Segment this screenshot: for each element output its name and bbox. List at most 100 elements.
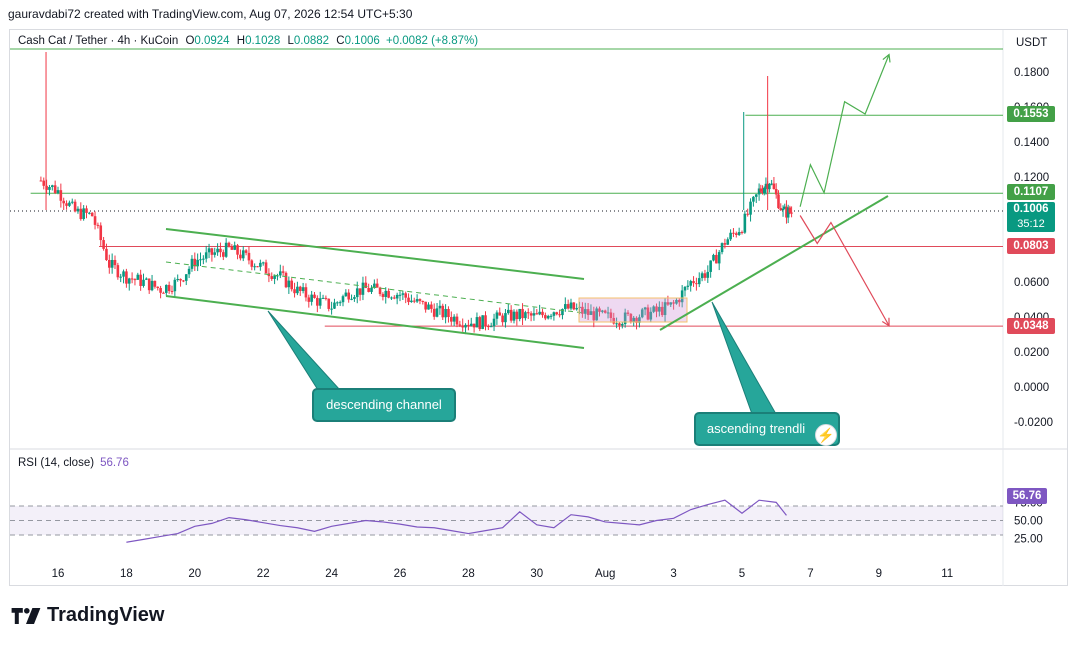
symbol-legend[interactable]: Cash Cat / Tether · 4h · KuCoin O0.0924 … [18,35,478,47]
price-tag-0348: 0.0348 [1007,318,1055,334]
candle-body [764,183,768,188]
descending-channel-callout[interactable]: descending channel [312,388,456,422]
candle-body [583,309,587,314]
candle-body [774,188,778,195]
candle-body [432,308,436,317]
candle-body [301,287,305,292]
rsi-label: RSI (14, close) [18,457,95,469]
candle-body [515,311,519,320]
candle-body [678,299,681,303]
candle-body [487,326,490,328]
candle-body [715,254,718,264]
candle-body [532,313,536,316]
candle-body [125,271,128,284]
tradingview-logo-icon [11,607,41,624]
candle-body [629,313,633,323]
candle-body [105,248,108,261]
candle-body [759,188,763,192]
x-tick-label: 9 [876,568,882,580]
bearish-projection-arrowhead [881,317,890,327]
candle-body [720,243,724,253]
candle-body [73,201,77,212]
currency-label[interactable]: USDT [1016,37,1048,49]
candle-body [261,262,265,264]
close-label: C [336,35,345,47]
bar-countdown: 35:12 [1017,218,1045,230]
candle-body [108,260,111,268]
candle-body [264,262,268,274]
price-tag-1107: 0.1107 [1007,184,1055,200]
candle-body [441,305,445,318]
candle-body [586,309,590,315]
candle-body [321,297,325,299]
candle-body [156,286,160,288]
candle-body [779,208,783,211]
candle-body [484,315,487,327]
y-tick-label: 0.1200 [1014,172,1049,184]
candle-body [626,312,630,314]
candle-body [119,276,122,278]
candle-body [717,252,721,264]
candle-body [772,183,776,189]
candle-body [450,317,453,322]
candle-body [82,208,85,220]
candle-body [310,294,313,302]
candle-body [316,297,319,306]
candle-body [390,297,393,299]
candle-body [683,286,687,291]
candle-body [330,308,333,310]
candle-body [204,252,208,259]
high-value: 0.1028 [245,35,281,47]
candle-body [279,271,282,276]
candle-body [757,188,761,195]
candle-body [361,282,365,295]
candle-body [726,239,730,245]
rsi-legend[interactable]: RSI (14, close) 56.76 [18,457,129,469]
candle-body [207,248,211,253]
candle-body [697,278,701,285]
candle-body [788,207,792,213]
candle-body [56,190,60,193]
x-tick-label: 20 [188,568,201,580]
callout-pointer [711,301,777,415]
candle-body [85,208,88,213]
candle-body [495,312,499,319]
candle-body [407,297,410,303]
candle-body [99,225,103,241]
candle-body [216,248,219,253]
candle-body [48,186,51,190]
candle-body [598,308,601,312]
candle-body [364,282,368,289]
candle-body [59,190,63,201]
drawings [165,53,891,415]
candle-body [421,300,425,302]
candle-body [142,279,145,286]
bullish-projection-arrowhead [882,53,891,63]
candle-body [561,308,564,316]
candle-body [147,278,151,291]
bearish-projection [799,215,890,327]
ascending-trendline-callout[interactable]: ascending trendli [694,412,840,446]
channel-midline [165,261,585,314]
candle-body [655,306,658,312]
lightning-icon[interactable]: ⚡ [815,424,837,446]
y-tick-label: 0.0200 [1014,347,1049,359]
candle-body [378,287,382,295]
candle-body [555,312,559,315]
candle-body [575,308,578,310]
candle-body [635,317,638,323]
candle-body [313,294,316,298]
candle-body [785,206,788,218]
candle-body [167,284,171,291]
candle-body [464,324,467,328]
candle-body [162,292,165,294]
candle-body [512,311,516,321]
candle-body [375,283,379,288]
candle-body [549,315,553,317]
candle-body [589,311,593,315]
candle-body [572,302,576,310]
x-tick-label: Aug [595,568,615,580]
candle-body [603,310,607,313]
candle-body [39,180,43,182]
